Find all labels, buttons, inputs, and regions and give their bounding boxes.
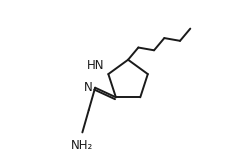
Text: HN: HN xyxy=(87,59,104,72)
Text: NH₂: NH₂ xyxy=(71,139,93,152)
Text: N: N xyxy=(84,81,93,94)
